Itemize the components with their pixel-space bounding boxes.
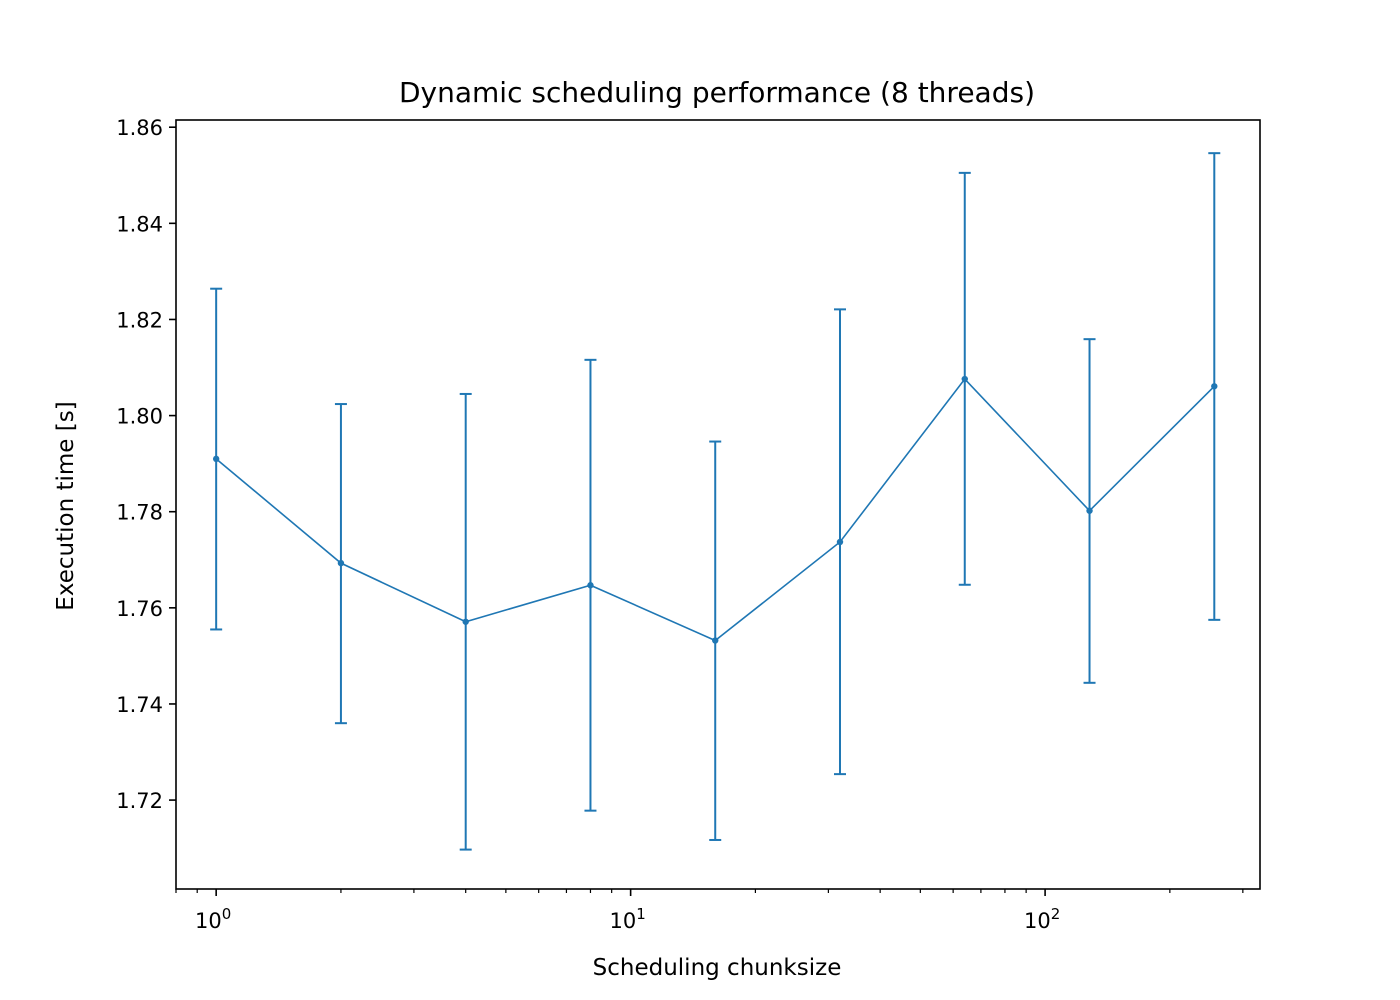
x-tick-label: 100: [195, 905, 231, 933]
x-tick-label: 102: [1024, 905, 1060, 933]
y-tick-label: 1.78: [116, 501, 163, 525]
series-0: [210, 152, 1221, 851]
y-tick-label: 1.74: [116, 693, 163, 717]
data-point: [961, 375, 968, 383]
axes-frame: [175, 119, 1261, 890]
x-axis-label: Scheduling chunksize: [593, 955, 842, 981]
y-tick-label: 1.72: [116, 789, 163, 813]
data-point: [587, 582, 594, 589]
data-point: [1211, 383, 1218, 390]
x-tick-label: 101: [609, 905, 645, 933]
data-point: [212, 455, 220, 463]
data-point: [462, 618, 469, 625]
data-point: [836, 538, 844, 546]
plot-area: 1.72 1.74 1.76 1.78 1.80 1.82 1.84 1.86 100 101 10…: [116, 116, 1261, 933]
y-axis-label: Execution time [s]: [53, 401, 79, 610]
data-point: [1086, 507, 1093, 514]
y-tick-label: 1.82: [116, 308, 163, 332]
data-point: [712, 637, 719, 644]
y-tick-label: 1.76: [116, 597, 163, 621]
chart-title: Dynamic scheduling performance (8 thread…: [399, 76, 1035, 109]
y-tick-label: 1.86: [116, 116, 163, 140]
y-tick-label: 1.84: [116, 212, 163, 236]
y-tick-label: 1.80: [116, 405, 163, 429]
data-point: [337, 559, 345, 567]
